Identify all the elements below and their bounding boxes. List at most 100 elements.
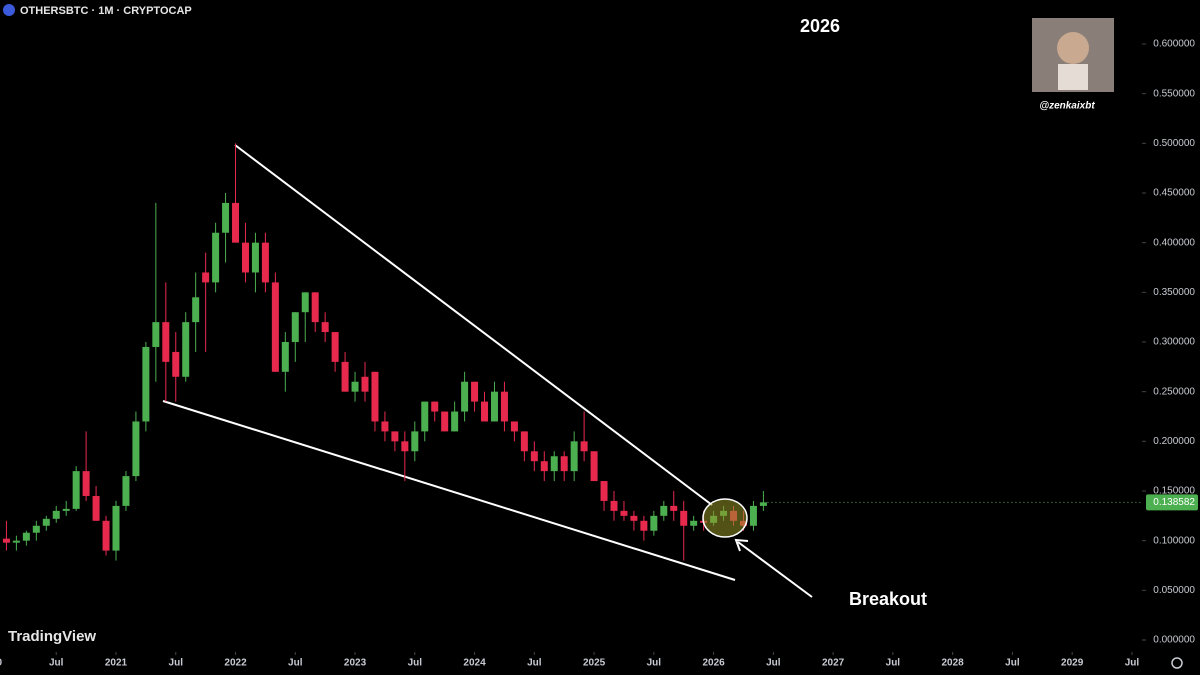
candle-body [540, 461, 548, 472]
candle-body [361, 376, 369, 392]
candle-body [92, 495, 100, 521]
symbol-title: OTHERSBTC · 1M · CRYPTOCAP [20, 5, 192, 17]
candle-body [132, 421, 140, 477]
breakout-label: Breakout [849, 589, 927, 609]
candle-body [192, 297, 200, 323]
candle-body [341, 361, 349, 392]
candle-body [530, 451, 538, 462]
y-tick-label: 0.200000 [1153, 436, 1195, 447]
candle-body [610, 500, 618, 511]
x-tick-label: Jul [527, 658, 542, 669]
candle-body [660, 505, 668, 516]
candle-body [401, 441, 409, 452]
candle-body [640, 520, 648, 531]
candle-body [411, 431, 419, 452]
x-tick-label: 2024 [463, 658, 486, 669]
candle-body [291, 312, 299, 342]
candle-body [281, 342, 289, 372]
y-tick-label: 0.100000 [1153, 535, 1195, 546]
x-tick-label: 2021 [105, 658, 128, 669]
candle-body [670, 505, 678, 511]
candle-body [251, 242, 259, 273]
candle-body [22, 532, 30, 541]
y-tick-label: 0.400000 [1153, 237, 1195, 248]
x-tick-label: Jul [169, 658, 184, 669]
candle-body [371, 371, 379, 422]
candle-body [759, 502, 767, 506]
y-tick-label: 0.150000 [1153, 486, 1195, 497]
last-price-label: 0.138582 [1153, 497, 1195, 508]
y-tick-label: 0.000000 [1153, 635, 1195, 646]
candle-body [481, 401, 489, 422]
x-tick-label: 20 [0, 658, 2, 669]
y-tick-label: 0.350000 [1153, 287, 1195, 298]
candle-body [381, 421, 389, 432]
candle-body [749, 505, 757, 526]
candle-body [620, 510, 628, 516]
avatar-body [1058, 64, 1088, 90]
candle-body [311, 292, 319, 323]
settings-icon[interactable] [1171, 657, 1183, 669]
candle-body [570, 441, 578, 472]
x-tick-label: 2028 [942, 658, 965, 669]
y-tick-label: 0.600000 [1153, 39, 1195, 50]
candle-body [630, 515, 638, 521]
candle-body [241, 242, 249, 273]
candle-body [2, 538, 10, 543]
candle-body [550, 456, 558, 472]
x-tick-label: 2022 [224, 658, 247, 669]
candle-body [152, 322, 160, 347]
x-tick-label: 2023 [344, 658, 367, 669]
x-tick-label: 2025 [583, 658, 606, 669]
candle-body [391, 431, 399, 442]
y-tick-label: 0.450000 [1153, 188, 1195, 199]
candle-body [451, 411, 459, 432]
candle-body [520, 431, 528, 452]
candle-body [600, 481, 608, 501]
candles [2, 143, 767, 561]
candle-body [461, 381, 469, 412]
y-tick-label: 0.250000 [1153, 386, 1195, 397]
author-handle: @zenkaixbt [1039, 101, 1095, 112]
candle-body [490, 391, 498, 422]
candle-body [650, 515, 658, 531]
candle-body [162, 322, 170, 362]
candle-body [12, 540, 20, 543]
candle-body [431, 401, 439, 412]
last-price-tag [1146, 494, 1198, 511]
candle-body [202, 272, 210, 283]
breakout-circle [702, 498, 748, 538]
candle-body [172, 351, 180, 377]
symbol-icon [3, 4, 15, 16]
x-tick-label: Jul [408, 658, 423, 669]
upper-trendline [234, 144, 713, 506]
candle-body [301, 292, 309, 313]
candle-body [82, 471, 90, 496]
x-tick-label: Jul [49, 658, 64, 669]
candle-body [421, 401, 429, 432]
y-tick-label: 0.050000 [1153, 585, 1195, 596]
y-tick-label: 0.550000 [1153, 88, 1195, 99]
candle-body [62, 508, 70, 511]
candle-body [182, 322, 190, 377]
x-tick-label: Jul [1125, 658, 1140, 669]
year-annotation: 2026 [800, 16, 840, 36]
candle-body [560, 456, 568, 472]
candle-body [102, 520, 110, 551]
candle-body [32, 525, 40, 533]
candle-body [351, 381, 359, 392]
candle-body [232, 202, 240, 243]
candle-body [261, 242, 269, 283]
candle-body [580, 441, 588, 452]
candle-body [112, 505, 120, 551]
candle-body [331, 332, 339, 362]
candle-body [441, 411, 449, 432]
y-tick-label: 0.500000 [1153, 138, 1195, 149]
candle-body [72, 471, 80, 509]
brand-logo: TradingView [8, 628, 96, 645]
candle-body [212, 232, 220, 283]
y-tick-label: 0.300000 [1153, 337, 1195, 348]
